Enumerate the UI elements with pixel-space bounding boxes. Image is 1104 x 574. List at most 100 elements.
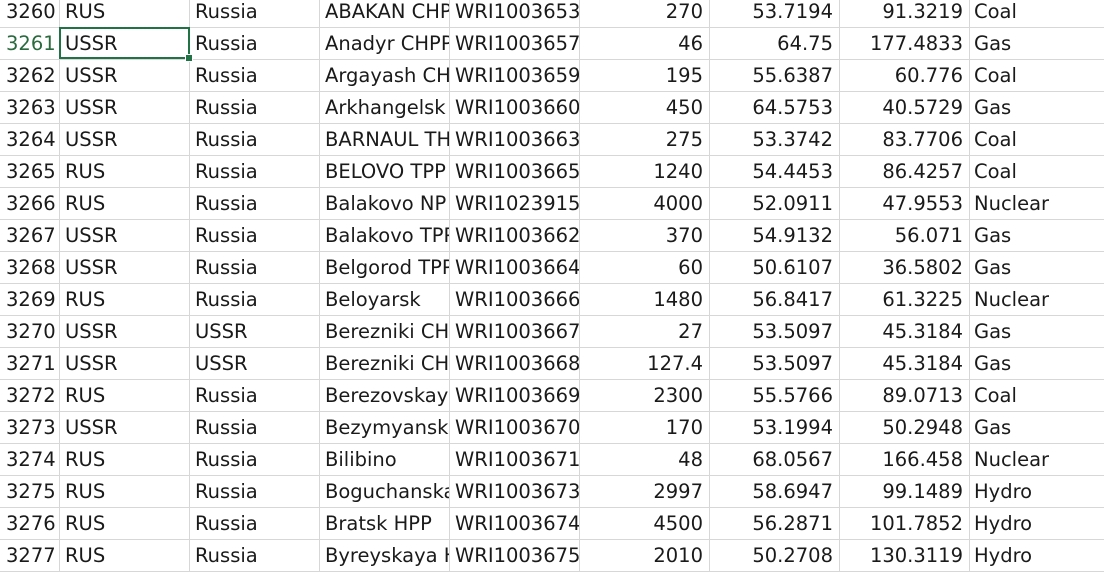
- cell-longitude[interactable]: 36.5802: [840, 252, 970, 283]
- cell-capacity[interactable]: 127.4: [580, 348, 710, 379]
- cell-plant-name[interactable]: Berezniki CH: [320, 316, 450, 347]
- cell-plant-id[interactable]: WRI1003670: [450, 412, 580, 443]
- cell-longitude[interactable]: 91.3219: [840, 0, 970, 27]
- cell-country[interactable]: USSR: [190, 348, 320, 379]
- cell-latitude[interactable]: 58.6947: [710, 476, 840, 507]
- row-number[interactable]: 3263: [0, 92, 60, 123]
- cell-capacity[interactable]: 2300: [580, 380, 710, 411]
- row-number[interactable]: 3276: [0, 508, 60, 539]
- row-number[interactable]: 3262: [0, 60, 60, 91]
- cell-plant-name[interactable]: Bratsk HPP: [320, 508, 450, 539]
- cell-longitude[interactable]: 56.071: [840, 220, 970, 251]
- cell-capacity[interactable]: 1480: [580, 284, 710, 315]
- cell-country-code[interactable]: RUS: [60, 284, 190, 315]
- cell-plant-id[interactable]: WRI1003673: [450, 476, 580, 507]
- cell-longitude[interactable]: 89.0713: [840, 380, 970, 411]
- cell-plant-id[interactable]: WRI1003665: [450, 156, 580, 187]
- cell-country-code[interactable]: RUS: [60, 508, 190, 539]
- cell-longitude[interactable]: 47.9553: [840, 188, 970, 219]
- cell-plant-id[interactable]: WRI1003662: [450, 220, 580, 251]
- cell-latitude[interactable]: 55.6387: [710, 60, 840, 91]
- cell-plant-name[interactable]: Belgorod TPP: [320, 252, 450, 283]
- cell-country-code[interactable]: USSR: [60, 412, 190, 443]
- cell-country-code[interactable]: RUS: [60, 156, 190, 187]
- cell-longitude[interactable]: 61.3225: [840, 284, 970, 315]
- cell-plant-name[interactable]: ABAKAN CHP: [320, 0, 450, 27]
- cell-capacity[interactable]: 370: [580, 220, 710, 251]
- cell-plant-name[interactable]: Berezniki CH: [320, 348, 450, 379]
- cell-latitude[interactable]: 53.7194: [710, 0, 840, 27]
- cell-latitude[interactable]: 53.5097: [710, 316, 840, 347]
- cell-fuel[interactable]: Gas: [974, 256, 1012, 279]
- cell-capacity[interactable]: 195: [580, 60, 710, 91]
- cell-capacity[interactable]: 270: [580, 0, 710, 27]
- cell-plant-name[interactable]: BELOVO TPP: [320, 156, 450, 187]
- cell-country[interactable]: Russia: [190, 92, 320, 123]
- cell-fuel[interactable]: Nuclear: [974, 288, 1050, 311]
- cell-longitude[interactable]: 101.7852: [840, 508, 970, 539]
- cell-longitude[interactable]: 166.458: [840, 444, 970, 475]
- cell-country[interactable]: Russia: [190, 476, 320, 507]
- cell-country[interactable]: Russia: [190, 220, 320, 251]
- cell-country[interactable]: Russia: [190, 188, 320, 219]
- fill-handle[interactable]: [185, 54, 193, 62]
- cell-fuel[interactable]: Coal: [974, 384, 1017, 407]
- cell-plant-id[interactable]: WRI1003667: [450, 316, 580, 347]
- row-number[interactable]: 3275: [0, 476, 60, 507]
- cell-latitude[interactable]: 56.8417: [710, 284, 840, 315]
- cell-fuel[interactable]: Nuclear: [974, 192, 1050, 215]
- cell-fuel[interactable]: Nuclear: [974, 448, 1050, 471]
- row-number[interactable]: 3266: [0, 188, 60, 219]
- cell-longitude[interactable]: 99.1489: [840, 476, 970, 507]
- cell-latitude[interactable]: 56.2871: [710, 508, 840, 539]
- cell-capacity[interactable]: 2010: [580, 540, 710, 571]
- cell-longitude[interactable]: 45.3184: [840, 316, 970, 347]
- cell-plant-id[interactable]: WRI1003674: [450, 508, 580, 539]
- cell-plant-name[interactable]: Anadyr CHPP: [320, 28, 450, 59]
- cell-country-code[interactable]: RUS: [60, 476, 190, 507]
- cell-latitude[interactable]: 53.3742: [710, 124, 840, 155]
- cell-latitude[interactable]: 68.0567: [710, 444, 840, 475]
- cell-country-code[interactable]: USSR: [60, 92, 190, 123]
- cell-plant-id[interactable]: WRI1003653: [450, 0, 580, 27]
- cell-plant-name[interactable]: Bezymyanska: [320, 412, 450, 443]
- cell-capacity[interactable]: 46: [580, 28, 710, 59]
- cell-capacity[interactable]: 1240: [580, 156, 710, 187]
- cell-country[interactable]: Russia: [190, 380, 320, 411]
- cell-longitude[interactable]: 86.4257: [840, 156, 970, 187]
- row-number[interactable]: 3277: [0, 540, 60, 571]
- cell-capacity[interactable]: 27: [580, 316, 710, 347]
- cell-longitude[interactable]: 45.3184: [840, 348, 970, 379]
- cell-longitude[interactable]: 60.776: [840, 60, 970, 91]
- cell-country-code[interactable]: RUS: [60, 188, 190, 219]
- cell-fuel[interactable]: Gas: [974, 32, 1012, 55]
- cell-country[interactable]: Russia: [190, 412, 320, 443]
- cell-longitude[interactable]: 50.2948: [840, 412, 970, 443]
- cell-plant-name[interactable]: Berezovskaya: [320, 380, 450, 411]
- cell-country[interactable]: Russia: [190, 60, 320, 91]
- cell-plant-id[interactable]: WRI1003669: [450, 380, 580, 411]
- cell-country[interactable]: Russia: [190, 124, 320, 155]
- cell-fuel[interactable]: Gas: [974, 224, 1012, 247]
- row-number[interactable]: 3273: [0, 412, 60, 443]
- cell-latitude[interactable]: 64.75: [710, 28, 840, 59]
- cell-country[interactable]: Russia: [190, 444, 320, 475]
- cell-plant-id[interactable]: WRI1003660: [450, 92, 580, 123]
- cell-latitude[interactable]: 53.5097: [710, 348, 840, 379]
- cell-country-code[interactable]: USSR: [60, 220, 190, 251]
- cell-country-code[interactable]: USSR: [60, 60, 190, 91]
- cell-latitude[interactable]: 52.0911: [710, 188, 840, 219]
- cell-latitude[interactable]: 50.2708: [710, 540, 840, 571]
- row-number[interactable]: 3269: [0, 284, 60, 315]
- cell-latitude[interactable]: 53.1994: [710, 412, 840, 443]
- cell-plant-name[interactable]: Argayash CH: [320, 60, 450, 91]
- cell-country[interactable]: USSR: [190, 316, 320, 347]
- cell-plant-id[interactable]: WRI1023915: [450, 188, 580, 219]
- cell-capacity[interactable]: 4000: [580, 188, 710, 219]
- cell-country-code[interactable]: RUS: [60, 380, 190, 411]
- row-number[interactable]: 3261: [0, 28, 60, 59]
- cell-country[interactable]: Russia: [190, 156, 320, 187]
- cell-capacity[interactable]: 170: [580, 412, 710, 443]
- cell-fuel[interactable]: Gas: [974, 416, 1012, 439]
- cell-plant-name[interactable]: Balakovo TPP: [320, 220, 450, 251]
